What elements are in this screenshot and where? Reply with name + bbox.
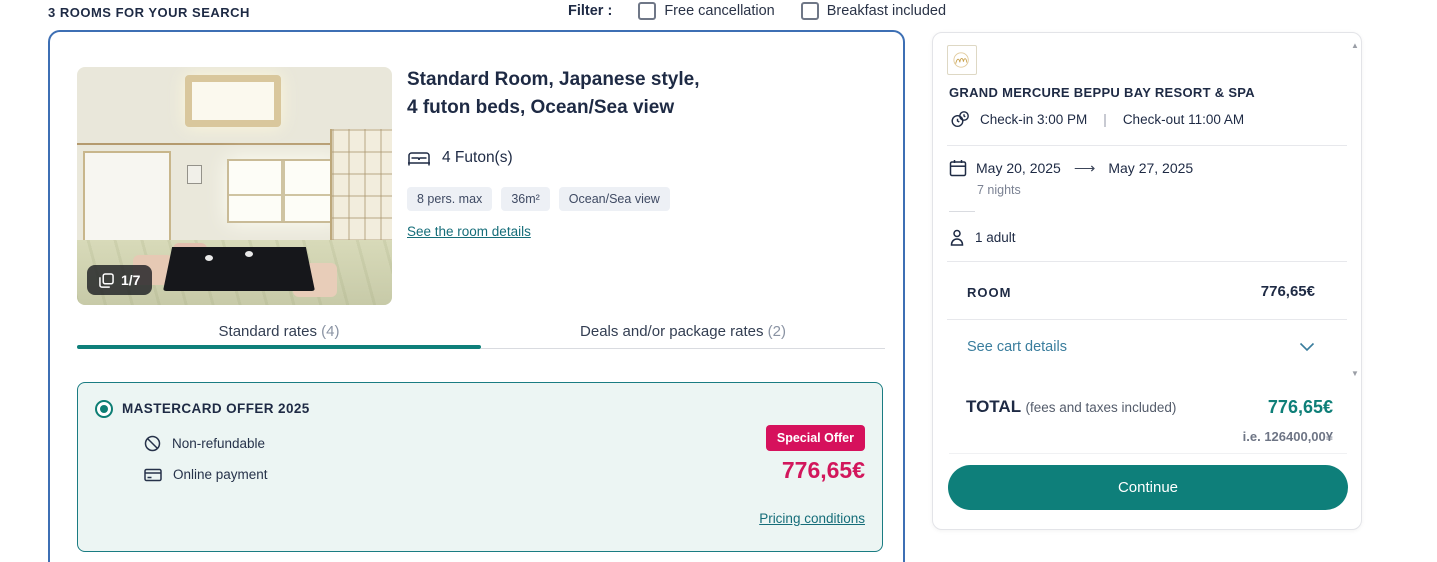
offer-name: MASTERCARD OFFER 2025 xyxy=(122,401,310,416)
photo-counter-text: 1/7 xyxy=(121,272,141,288)
see-cart-details-label: See cart details xyxy=(967,339,1067,355)
date-arrow-icon: ⟶ xyxy=(1073,160,1096,177)
offer-feature-text: Non-refundable xyxy=(172,436,266,451)
chevron-down-icon xyxy=(1299,342,1315,352)
tab-count: (2) xyxy=(767,323,786,340)
checkin-checkout-row: Check-in 3:00 PM | Check-out 11:00 AM xyxy=(951,111,1244,128)
rates-tabs: Standard rates (4) Deals and/or package … xyxy=(77,320,885,354)
room-card: 1/7 Standard Room, Japanese style, 4 fut… xyxy=(48,30,905,562)
non-refundable-icon xyxy=(144,435,161,452)
photo-cup xyxy=(205,255,213,261)
person-icon xyxy=(950,229,964,246)
offer-feature-online-payment: Online payment xyxy=(144,467,268,482)
photo-window xyxy=(227,159,339,223)
special-offer-badge: Special Offer xyxy=(765,425,865,451)
divider xyxy=(949,453,1347,454)
offer-feature-non-refundable: Non-refundable xyxy=(144,435,265,452)
filter-bar: Filter : Free cancellation Breakfast inc… xyxy=(568,2,946,20)
photo-cup xyxy=(245,251,253,257)
offer-radio-selected[interactable] xyxy=(95,400,113,418)
divider xyxy=(947,145,1347,146)
filter-item-label: Breakfast included xyxy=(826,3,947,19)
continue-button[interactable]: Continue xyxy=(948,465,1348,510)
photo-ceiling xyxy=(77,67,392,145)
room-photo[interactable]: 1/7 xyxy=(77,67,392,305)
tab-deals-package-rates[interactable]: Deals and/or package rates (2) xyxy=(481,323,885,340)
size-badge: 36m² xyxy=(501,187,550,211)
photo-low-table xyxy=(163,247,315,291)
guests-row: 1 adult xyxy=(949,229,1016,246)
room-title-line1: Standard Room, Japanese style, xyxy=(407,69,700,90)
capacity-badge: 8 pers. max xyxy=(407,187,493,211)
total-word: TOTAL xyxy=(966,397,1026,416)
credit-card-icon xyxy=(144,468,162,481)
tab-standard-rates[interactable]: Standard rates (4) xyxy=(77,323,481,340)
pricing-conditions-link[interactable]: Pricing conditions xyxy=(759,511,865,526)
view-badge: Ocean/Sea view xyxy=(558,187,670,211)
scroll-up-arrow[interactable]: ▲ xyxy=(1351,41,1359,50)
bed-info-row: 4 Futon(s) xyxy=(407,149,513,167)
guests-text: 1 adult xyxy=(975,230,1016,245)
tab-label: Deals and/or package rates xyxy=(580,323,768,340)
tab-count: (4) xyxy=(321,323,340,340)
room-title: Standard Room, Japanese style, 4 futon b… xyxy=(407,66,700,122)
divider xyxy=(947,319,1347,320)
photo-counter-badge[interactable]: 1/7 xyxy=(87,265,153,295)
photo-wall-picture xyxy=(187,165,202,184)
total-label: TOTAL (fees and taxes included) xyxy=(966,397,1176,417)
offer-feature-text: Online payment xyxy=(173,467,268,482)
grand-mercure-logo-icon xyxy=(953,52,969,68)
date-start: May 20, 2025 xyxy=(976,160,1061,176)
inactive-tab-underline xyxy=(481,348,885,349)
free-cancellation-checkbox[interactable] xyxy=(638,2,657,20)
cart-summary-panel: GRAND MERCURE BEPPU BAY RESORT & SPA Che… xyxy=(932,32,1362,530)
filter-item-label: Free cancellation xyxy=(664,3,775,19)
offer-price: 776,65€ xyxy=(781,457,865,483)
stay-dates-row: May 20, 2025 ⟶ May 27, 2025 xyxy=(949,159,1193,177)
bed-info-text: 4 Futon(s) xyxy=(442,149,513,166)
date-end: May 27, 2025 xyxy=(1108,160,1194,176)
offer-mastercard-2025: MASTERCARD OFFER 2025 Non-refundable Onl… xyxy=(77,382,883,552)
total-note: (fees and taxes included) xyxy=(1025,400,1177,415)
photo-ceiling-lamp xyxy=(185,75,281,127)
hotel-logo xyxy=(947,45,977,75)
clock-times-icon xyxy=(951,111,969,128)
divider xyxy=(947,261,1347,262)
room-line-price: 776,65€ xyxy=(1260,283,1315,300)
divider xyxy=(949,211,975,212)
checkin-separator: | xyxy=(1103,112,1107,127)
room-line-label: ROOM xyxy=(967,285,1012,300)
nights-count: 7 nights xyxy=(977,183,1021,197)
tab-label: Standard rates xyxy=(218,323,322,340)
filter-breakfast-included[interactable]: Breakfast included xyxy=(800,2,947,20)
filter-free-cancellation[interactable]: Free cancellation xyxy=(638,2,775,20)
room-details-link[interactable]: See the room details xyxy=(407,224,531,239)
total-conversion: i.e. 126400,00¥ xyxy=(1242,429,1333,444)
gallery-icon xyxy=(99,272,114,288)
scroll-down-arrow[interactable]: ▼ xyxy=(1351,369,1359,378)
hotel-name: GRAND MERCURE BEPPU BAY RESORT & SPA xyxy=(949,85,1255,100)
breakfast-included-checkbox[interactable] xyxy=(800,2,819,20)
filter-label: Filter : xyxy=(568,3,613,19)
bed-icon xyxy=(408,151,430,165)
checkin-text: Check-in 3:00 PM xyxy=(980,112,1088,127)
active-tab-underline xyxy=(77,345,481,349)
room-badges: 8 pers. max 36m² Ocean/Sea view xyxy=(407,187,670,211)
results-count-title: 3 ROOMS FOR YOUR SEARCH xyxy=(48,5,250,20)
calendar-icon xyxy=(949,160,967,177)
room-title-line2: 4 futon beds, Ocean/Sea view xyxy=(407,97,675,118)
total-price: 776,65€ xyxy=(1267,397,1333,417)
see-cart-details[interactable]: See cart details xyxy=(967,339,1315,355)
checkout-text: Check-out 11:00 AM xyxy=(1122,112,1245,127)
